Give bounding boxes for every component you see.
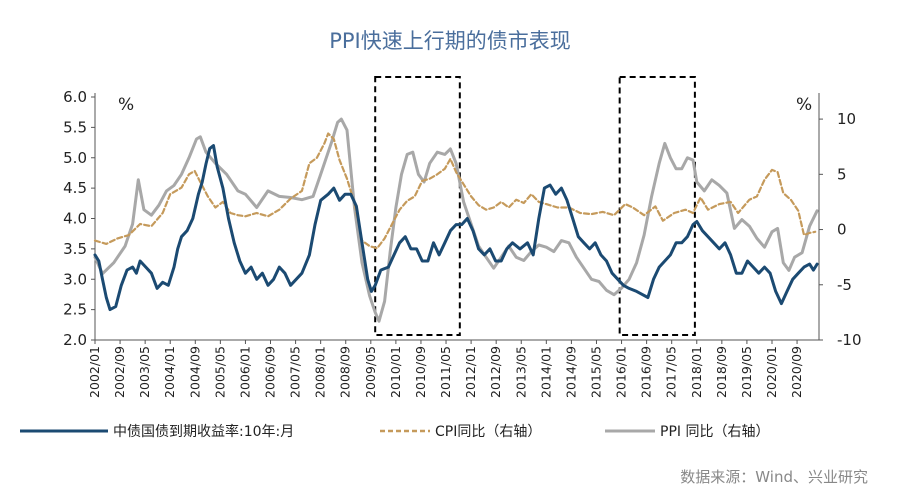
x-tick-label: 2004/01: [162, 346, 177, 398]
x-tick-label: 2012/09: [488, 346, 503, 398]
x-tick-label: 2009/05: [363, 346, 378, 398]
x-tick-label: 2011/05: [438, 346, 453, 398]
x-tick-label: 2012/01: [463, 346, 478, 398]
legend-label-cpi: CPI同比（右轴）: [435, 424, 541, 440]
x-tick-label: 2015/05: [588, 346, 603, 398]
series-line-bond-yield: [93, 144, 819, 312]
left-tick-label: 2.0: [63, 331, 87, 349]
left-tick-label: 6.0: [63, 88, 87, 106]
chart-title: PPI快速上行期的债市表现: [329, 29, 571, 53]
x-tick-label: 2002/01: [87, 346, 102, 398]
right-unit-label: %: [796, 95, 812, 115]
highlight-box: [618, 76, 696, 336]
x-tick-label: 2002/09: [112, 346, 127, 398]
left-tick-label: 4.5: [63, 179, 87, 197]
series-line-ppi: [93, 117, 819, 323]
left-tick-label: 3.5: [63, 240, 87, 258]
x-tick-label: 2010/09: [413, 346, 428, 398]
right-tick-label: 10: [837, 110, 856, 128]
legend-label-bond: 中债国债到期收益率:10年:月: [113, 423, 294, 440]
x-tick-label: 2008/01: [313, 346, 328, 398]
series-line-cpi: [93, 132, 817, 250]
series-lines: [93, 117, 819, 323]
left-tick-label: 2.5: [63, 301, 87, 319]
tick-labels: 2.0 2.5 3.0 3.5 4.0 4.5 5.0 5.5 6.0 -10 -5 0 5 10 2002…: [63, 88, 861, 398]
legend: 中债国债到期收益率:10年:月 CPI同比（右轴） PPI 同比（右轴）: [20, 423, 769, 440]
x-tick-label: 2019/05: [739, 346, 754, 398]
x-tick-label: 2016/09: [639, 346, 654, 398]
x-tick-label: 2008/09: [338, 346, 353, 398]
x-tick-label: 2014/09: [563, 346, 578, 398]
x-tick-label: 2020/01: [764, 346, 779, 398]
left-tick-label: 3.0: [63, 270, 87, 288]
left-tick-label: 5.5: [63, 118, 87, 136]
x-tick-label: 2003/05: [137, 346, 152, 398]
source-note: 数据来源：Wind、兴业研究: [680, 468, 868, 486]
x-tick-label: 2010/01: [388, 346, 403, 398]
x-tick-label: 2020/09: [789, 346, 804, 398]
highlight-box: [374, 76, 461, 336]
x-tick-label: 2016/01: [614, 346, 629, 398]
highlight-boxes: [374, 76, 696, 336]
right-tick-label: 0: [837, 221, 847, 239]
x-tick-label: 2006/09: [263, 346, 278, 398]
right-tick-label: 5: [837, 165, 847, 183]
left-unit-label: %: [118, 95, 134, 115]
x-tick-label: 2006/01: [237, 346, 252, 398]
x-tick-label: 2007/05: [288, 346, 303, 398]
x-tick-label: 2005/05: [212, 346, 227, 398]
x-tick-label: 2014/01: [538, 346, 553, 398]
left-tick-label: 4.0: [63, 210, 87, 228]
x-tick-label: 2018/09: [714, 346, 729, 398]
right-tick-label: -10: [837, 331, 862, 349]
x-tick-label: 2013/05: [513, 346, 528, 398]
right-tick-label: -5: [837, 276, 852, 294]
x-tick-label: 2018/01: [689, 346, 704, 398]
axes: [91, 93, 823, 344]
x-tick-label: 2017/05: [664, 346, 679, 398]
legend-label-ppi: PPI 同比（右轴）: [660, 424, 769, 440]
x-tick-label: 2004/09: [187, 346, 202, 398]
left-tick-label: 5.0: [63, 149, 87, 167]
